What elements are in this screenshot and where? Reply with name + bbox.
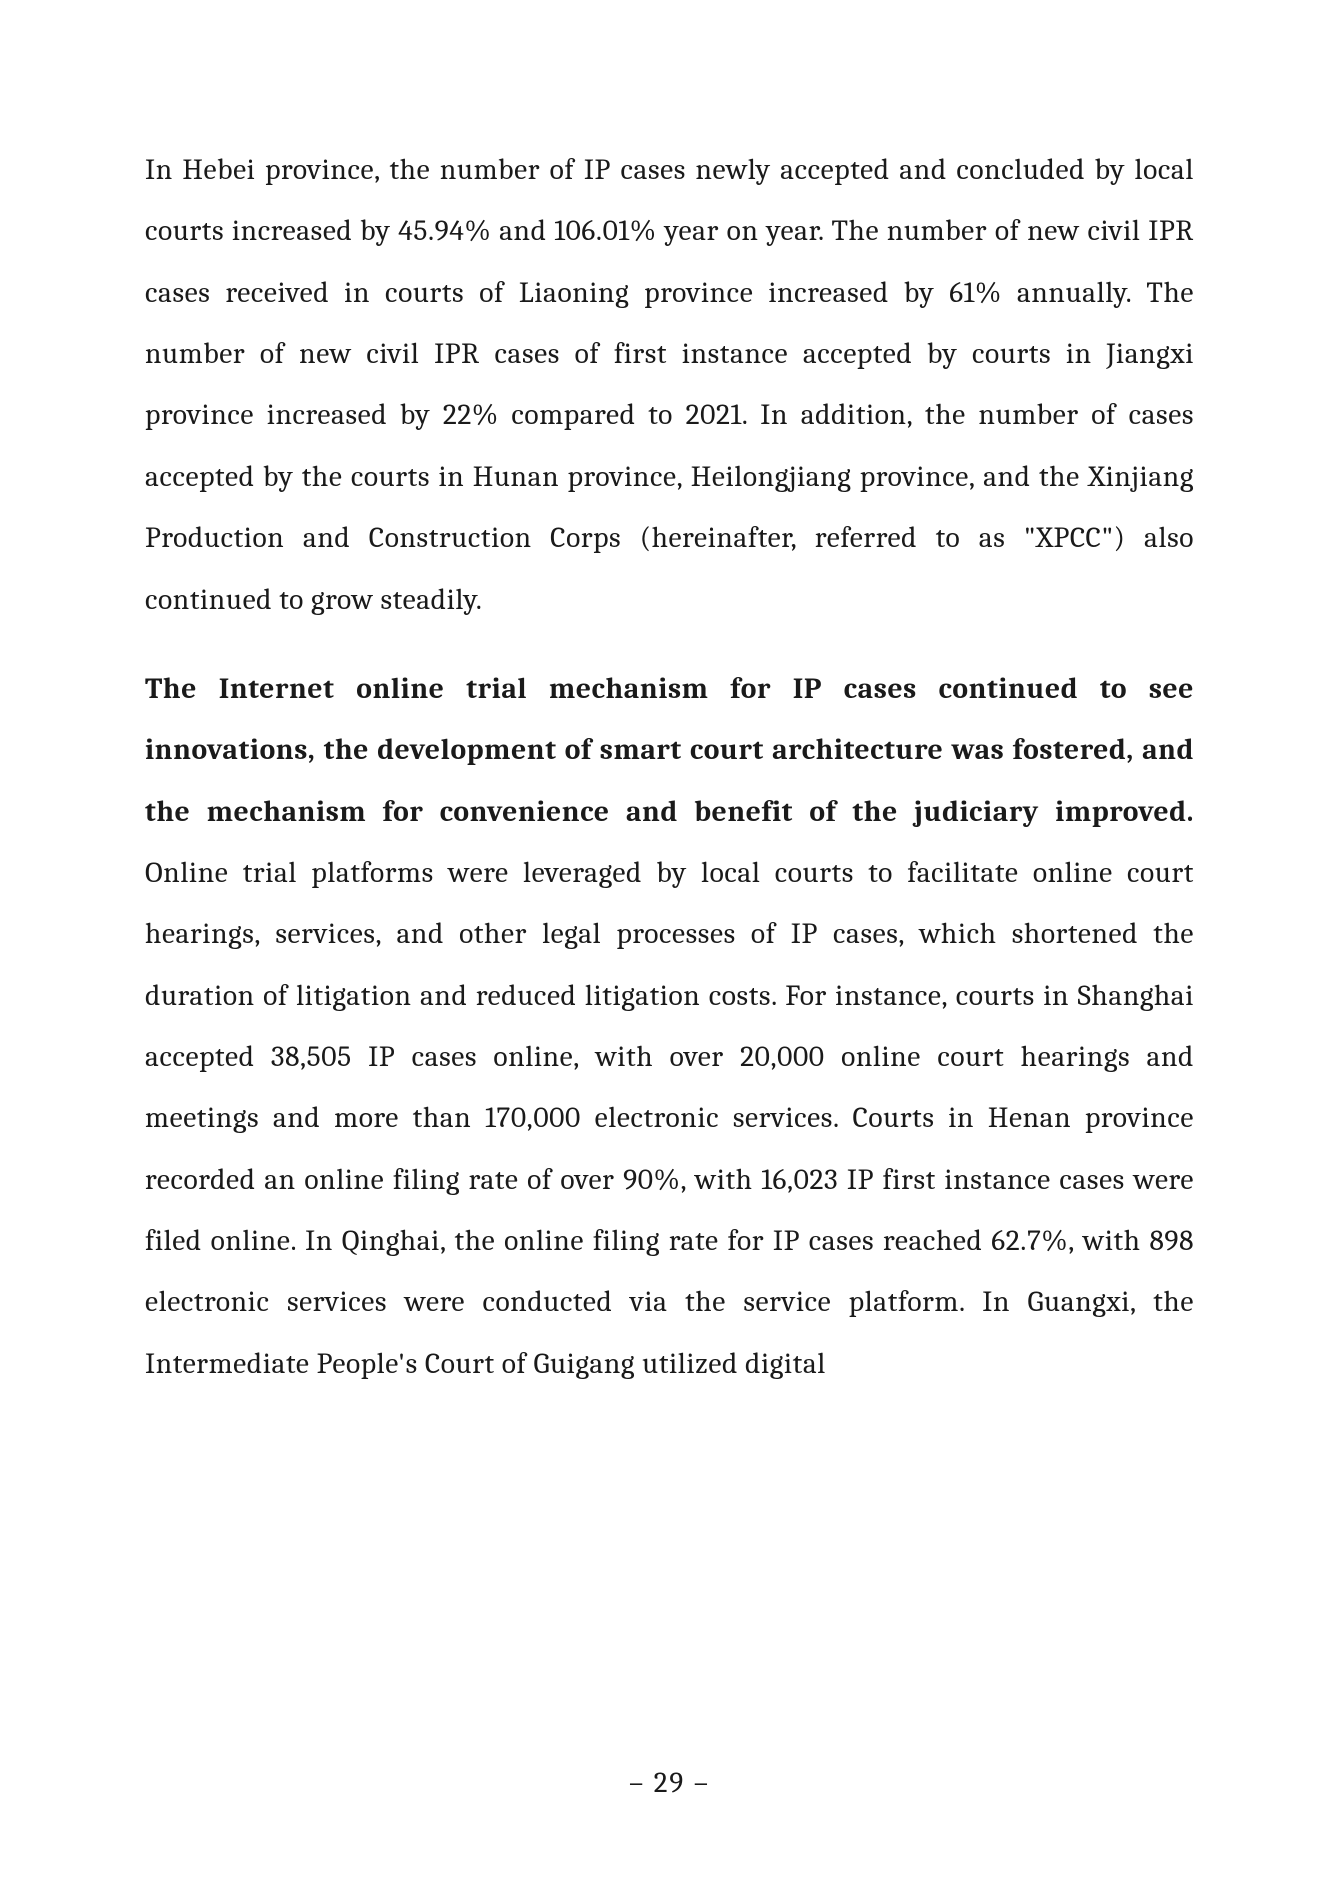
document-page: In Hebei province, the number of IP case… (0, 0, 1339, 1890)
paragraph-2-bold-lead: The Internet online trial mechanism for … (145, 672, 1194, 829)
page-content: In Hebei province, the number of IP case… (145, 140, 1194, 1767)
paragraph-2: The Internet online trial mechanism for … (145, 659, 1194, 1395)
paragraph-1: In Hebei province, the number of IP case… (145, 140, 1194, 631)
paragraph-2-body: Online trial platforms were leveraged by… (145, 856, 1194, 1381)
page-number: – 29 – (145, 1767, 1194, 1810)
